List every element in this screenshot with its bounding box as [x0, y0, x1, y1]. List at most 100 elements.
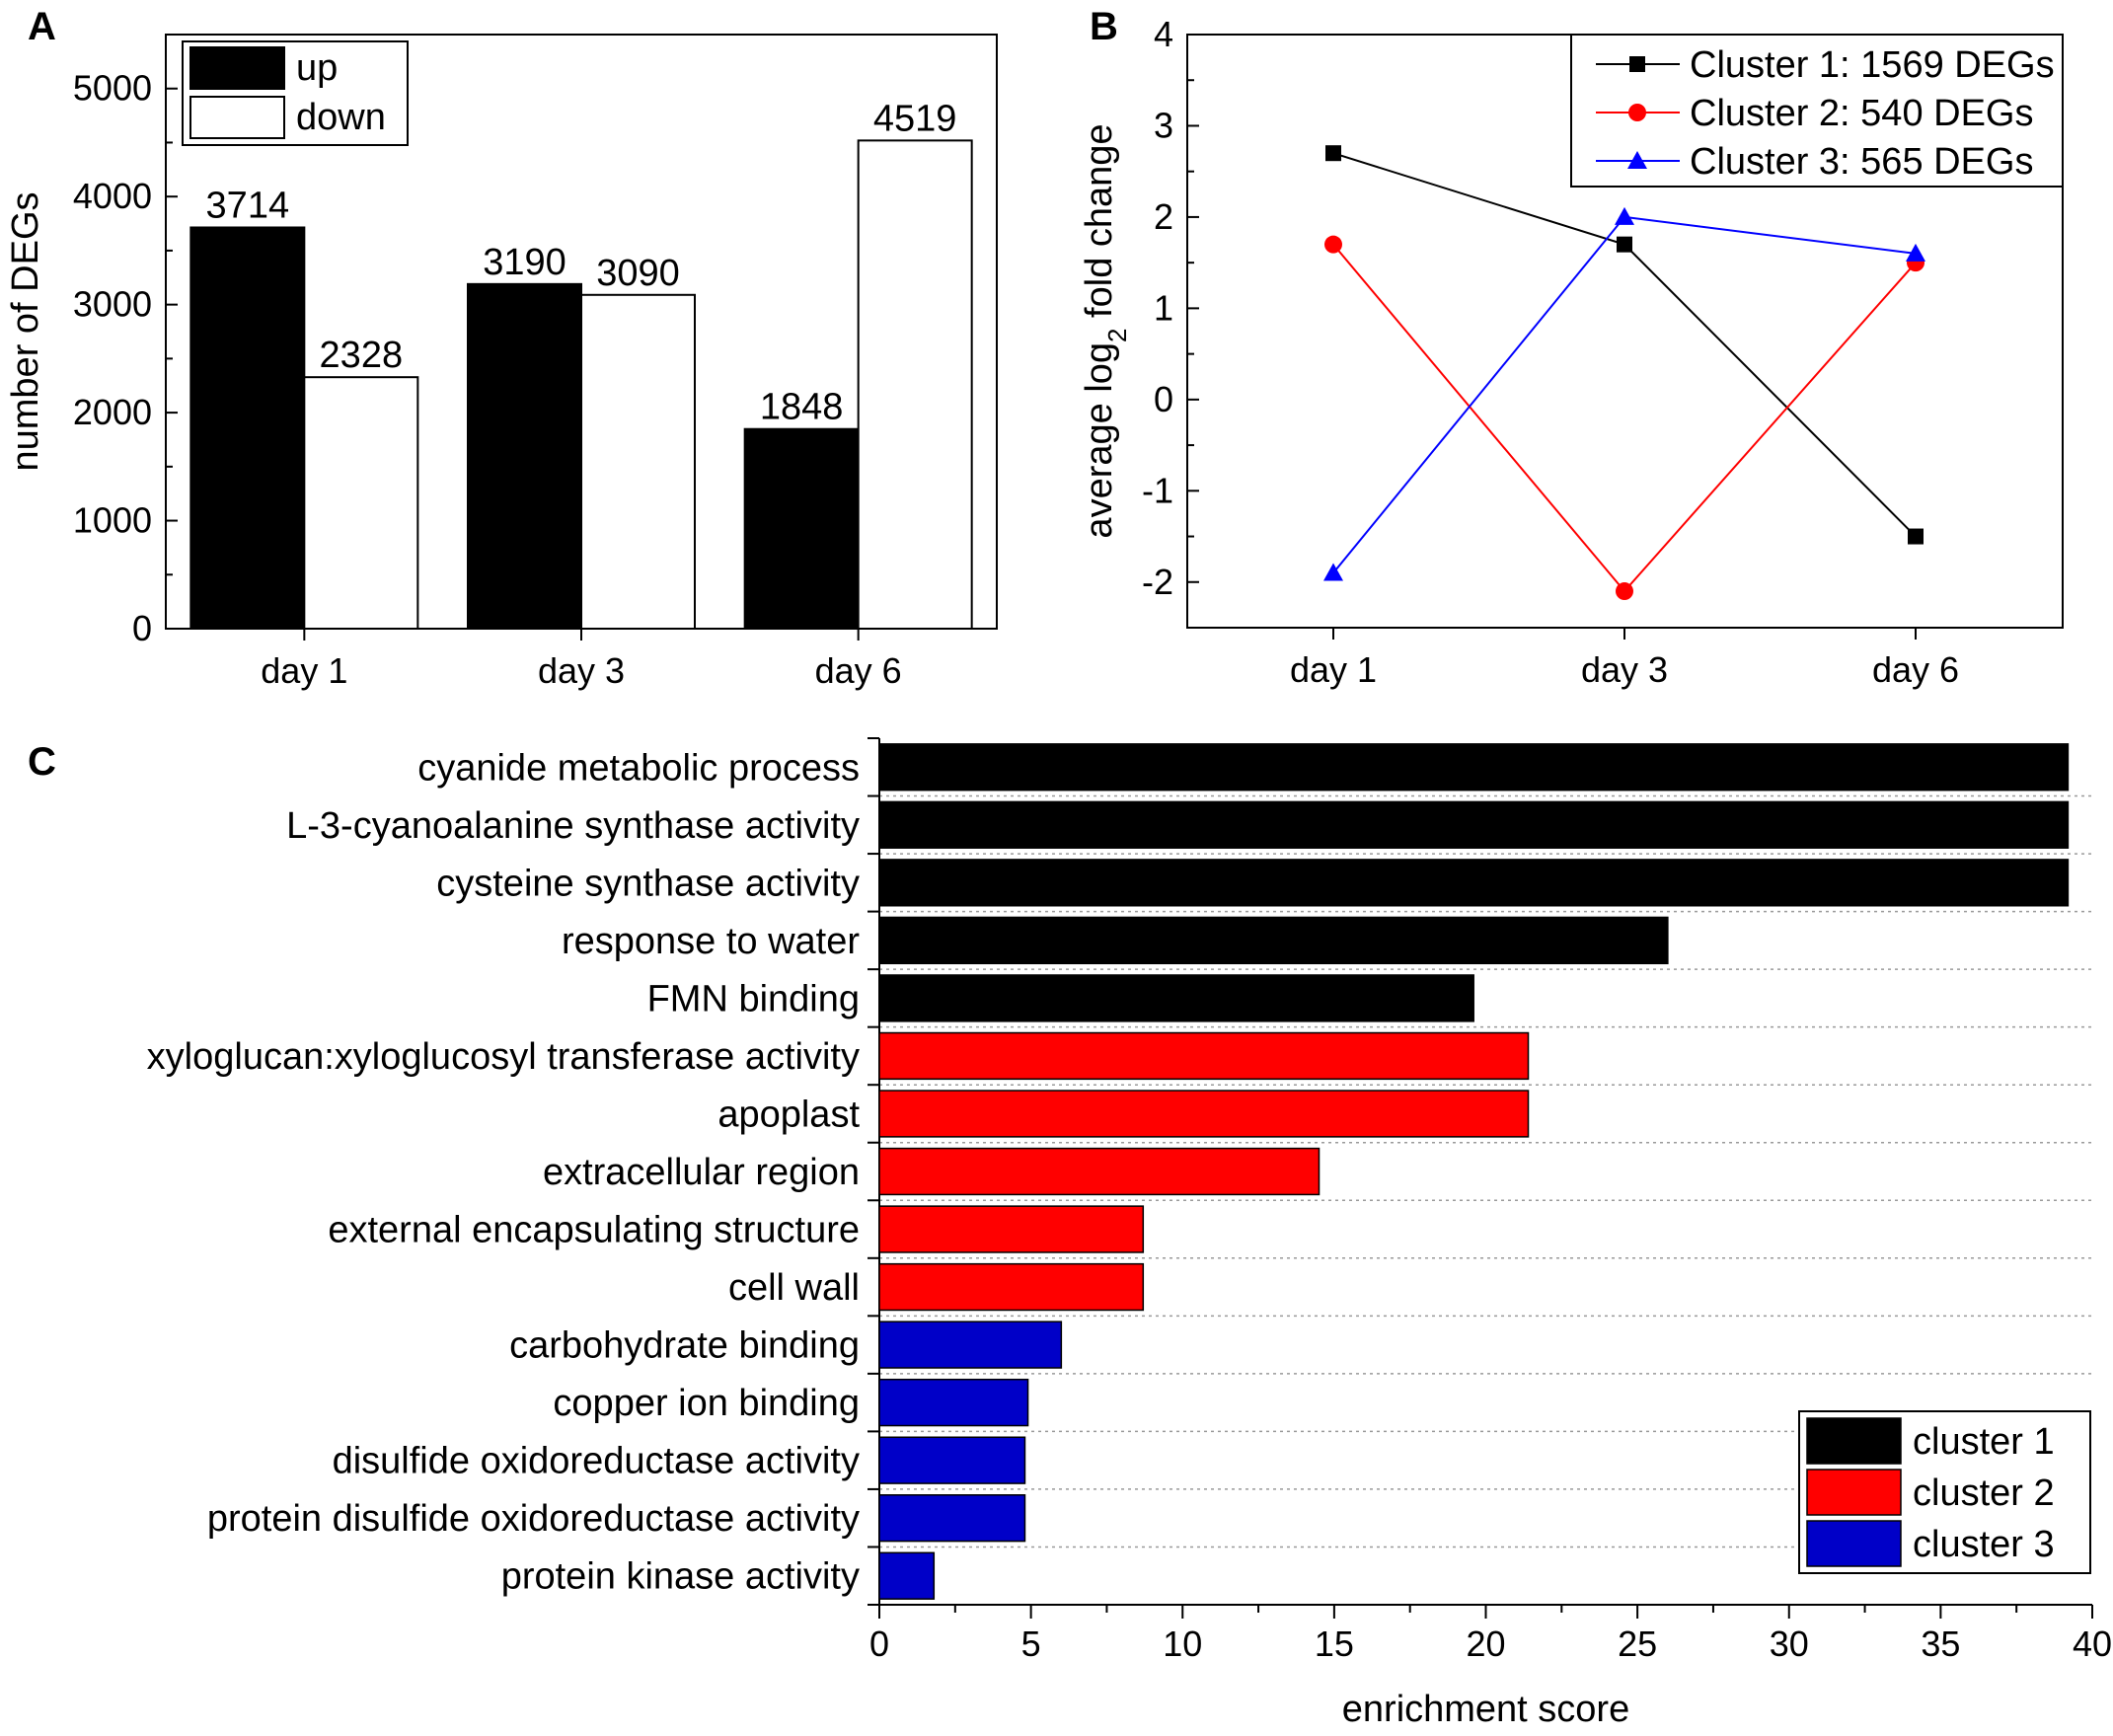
- x-tick-label: 20: [1466, 1623, 1505, 1664]
- bar-fmn-binding: [878, 974, 1474, 1022]
- y-tick-label: 4000: [73, 176, 152, 216]
- series-line-cluster-2: [1332, 244, 1917, 593]
- category-label-cysteine-synthase-activity: cysteine synthase activity: [436, 863, 860, 904]
- bar-response-to-water: [878, 916, 1669, 965]
- data-label-down-day-3: 3090: [596, 253, 680, 294]
- y-tick-label: -2: [1142, 562, 1173, 602]
- bar-protein-kinase-activity: [878, 1551, 936, 1600]
- panel-b-chart: -2 -1 0 1 2 3 4 day 1 day 3 day 6 average log2 fol…: [1079, 14, 2064, 690]
- panel-a-chart: 0 1000 2000 3000 4000 5000 3714 2328 day 1 3190 30…: [5, 34, 998, 691]
- legend-box: [1570, 34, 2064, 188]
- point-cluster-1-day-3: [1617, 236, 1632, 253]
- x-tick-label-day-1: day 1: [261, 650, 347, 691]
- category-label-l-3-cyanoalanine-synthase-activity: L-3-cyanoalanine synthase activity: [286, 805, 860, 847]
- x-tick-label-day-3: day 3: [1581, 649, 1668, 690]
- legend-marker-cluster-2: [1628, 104, 1646, 121]
- bar-external-encapsulating-structure: [878, 1205, 1145, 1253]
- point-cluster-1-day-1: [1325, 145, 1341, 162]
- category-label-xyloglucan-xyloglucosyl-transferase-activity: xyloglucan:xyloglucosyl transferase acti…: [147, 1036, 860, 1078]
- bar-down-day-3: [580, 293, 696, 630]
- category-label-extracellular-region: extracellular region: [543, 1152, 860, 1193]
- data-label-up-day-3: 3190: [483, 242, 566, 283]
- bar-carbohydrate-binding: [878, 1321, 1063, 1369]
- category-label-response-to-water: response to water: [562, 921, 860, 962]
- panel-c-letter: C: [28, 740, 56, 784]
- category-label-protein-kinase-activity: protein kinase activity: [501, 1556, 860, 1598]
- category-label-carbohydrate-binding: carbohydrate binding: [509, 1325, 860, 1367]
- y-tick-label: 2: [1154, 196, 1173, 237]
- category-label-cyanide-metabolic-process: cyanide metabolic process: [417, 747, 860, 789]
- bar-down-day-1: [303, 376, 419, 630]
- y-tick-label: 1: [1154, 287, 1173, 328]
- legend-label-cluster-2: Cluster 2: 540 DEGs: [1690, 93, 2033, 134]
- x-tick-label-day-6: day 6: [815, 650, 902, 691]
- category-label-disulfide-oxidoreductase-activity: disulfide oxidoreductase activity: [333, 1441, 860, 1482]
- category-label-copper-ion-binding: copper ion binding: [553, 1383, 860, 1424]
- y-tick-label: 0: [132, 608, 152, 648]
- legend-swatch-cluster-1: [1806, 1417, 1902, 1465]
- y-tick-label: 2000: [73, 392, 152, 432]
- y-tick-label: 3000: [73, 284, 152, 325]
- x-tick-label-day-6: day 6: [1872, 649, 1959, 690]
- bar-l-3-cyanoalanine-synthase-activity: [878, 800, 2070, 849]
- y-axis-label: average log2 fold change: [1079, 123, 1132, 538]
- bar-xyloglucan-xyloglucosyl-transferase-activity: [878, 1031, 1530, 1081]
- x-tick-label: 10: [1163, 1623, 1202, 1664]
- bar-cysteine-synthase-activity: [878, 859, 2070, 907]
- bar-down-day-6: [857, 139, 973, 630]
- y-tick-label: 5000: [73, 68, 152, 109]
- x-tick-label: 40: [2073, 1623, 2112, 1664]
- category-label-external-encapsulating-structure: external encapsulating structure: [328, 1210, 860, 1251]
- y-tick-label: 3: [1154, 105, 1173, 145]
- category-label-apoplast: apoplast: [717, 1094, 860, 1135]
- bar-copper-ion-binding: [878, 1378, 1029, 1427]
- point-cluster-2-day-1: [1324, 235, 1342, 254]
- legend-label-down: down: [296, 97, 386, 138]
- bar-protein-disulfide-oxidoreductase-activity: [878, 1494, 1026, 1543]
- data-label-down-day-6: 4519: [873, 98, 957, 139]
- legend-swatch-down: [189, 96, 285, 139]
- x-tick-label: 0: [869, 1623, 889, 1664]
- category-label-protein-disulfide-oxidoreductase-activity: protein disulfide oxidoreductase activit…: [207, 1498, 860, 1540]
- bar-cyanide-metabolic-process: [878, 743, 2070, 792]
- legend-label-cluster-2: cluster 2: [1913, 1472, 2055, 1514]
- x-tick-label: 15: [1315, 1623, 1354, 1664]
- x-tick-label-day-3: day 3: [538, 650, 625, 691]
- legend-label-cluster-1: Cluster 1: 1569 DEGs: [1690, 44, 2055, 86]
- panel-a-letter: A: [28, 5, 56, 48]
- legend-swatch-cluster-3: [1806, 1520, 1902, 1567]
- bar-up-day-3: [467, 282, 582, 630]
- y-tick-label: 4: [1154, 14, 1173, 54]
- legend-label-up: up: [296, 47, 338, 89]
- data-label-down-day-1: 2328: [320, 335, 404, 376]
- x-axis-label: enrichment score: [1342, 1689, 1629, 1730]
- legend-swatch-cluster-2: [1806, 1469, 1902, 1516]
- legend-label-cluster-3: cluster 3: [1913, 1524, 2055, 1565]
- y-tick-label: 1000: [73, 500, 152, 541]
- point-cluster-3-day-6: [1906, 243, 1925, 262]
- bar-disulfide-oxidoreductase-activity: [878, 1436, 1026, 1484]
- x-tick-label: 5: [1021, 1623, 1041, 1664]
- legend-marker-cluster-1: [1629, 56, 1645, 72]
- bar-up-day-1: [189, 226, 306, 631]
- legend-marker-cluster-3: [1627, 151, 1647, 169]
- y-tick-label: -1: [1142, 470, 1173, 510]
- data-label-up-day-6: 1848: [760, 387, 844, 428]
- y-tick-label: 0: [1154, 379, 1173, 419]
- legend-swatch-up: [189, 46, 285, 90]
- point-cluster-3-day-1: [1323, 563, 1343, 581]
- x-tick-label-day-1: day 1: [1290, 649, 1377, 690]
- bar-cell-wall: [878, 1262, 1145, 1312]
- x-tick-label: 35: [1921, 1623, 1960, 1664]
- bar-extracellular-region: [878, 1147, 1321, 1196]
- point-cluster-1-day-6: [1908, 528, 1924, 545]
- point-cluster-3-day-3: [1615, 206, 1634, 225]
- data-label-up-day-1: 3714: [206, 185, 290, 226]
- legend-label-cluster-1: cluster 1: [1913, 1421, 2055, 1463]
- point-cluster-2-day-3: [1616, 582, 1633, 601]
- bar-up-day-6: [743, 427, 860, 630]
- y-axis-label: number of DEGs: [5, 192, 46, 472]
- legend-label-cluster-3: Cluster 3: 565 DEGs: [1690, 141, 2033, 183]
- category-label-cell-wall: cell wall: [728, 1267, 860, 1309]
